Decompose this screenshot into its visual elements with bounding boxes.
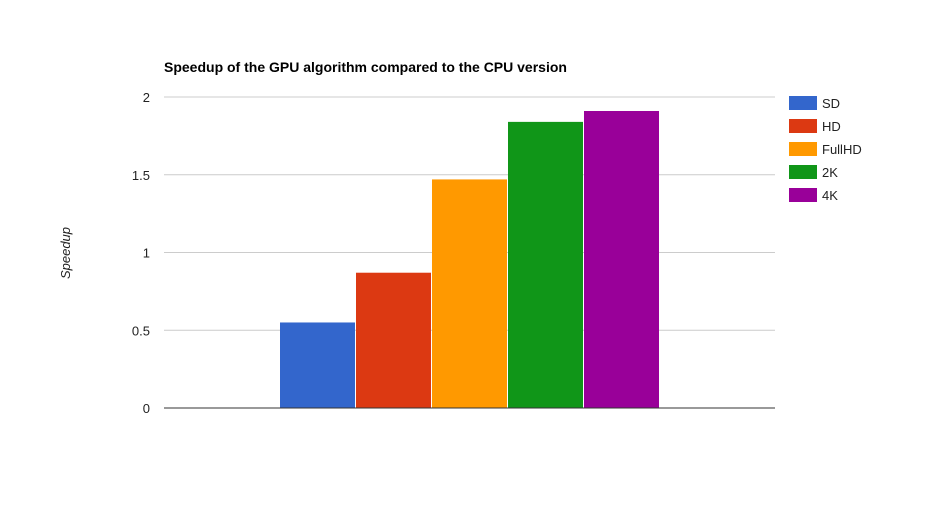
y-tick-label: 2 [143, 90, 150, 105]
bar-sd [280, 322, 355, 408]
y-axis-ticks: 0 0.5 1 1.5 2 [132, 90, 150, 416]
y-tick-label: 0 [143, 401, 150, 416]
legend-swatch-sd [789, 96, 817, 110]
legend-label-fullhd: FullHD [822, 142, 862, 157]
legend-label-sd: SD [822, 96, 840, 111]
legend-label-4k: 4K [822, 188, 838, 203]
y-axis-label: Speedup [58, 227, 73, 279]
bar-hd [356, 272, 431, 408]
legend: SD HD FullHD 2K 4K [789, 96, 862, 203]
y-tick-label: 1.5 [132, 168, 150, 183]
legend-swatch-4k [789, 188, 817, 202]
legend-swatch-fullhd [789, 142, 817, 156]
bars [280, 110, 659, 409]
legend-label-hd: HD [822, 119, 841, 134]
y-tick-label: 0.5 [132, 323, 150, 338]
y-tick-label: 1 [143, 246, 150, 261]
legend-label-2k: 2K [822, 165, 838, 180]
bar-4k [584, 110, 659, 409]
legend-swatch-hd [789, 119, 817, 133]
bar-2k [508, 121, 583, 408]
chart-title: Speedup of the GPU algorithm compared to… [164, 59, 567, 75]
bar-fullhd [432, 179, 507, 408]
legend-swatch-2k [789, 165, 817, 179]
